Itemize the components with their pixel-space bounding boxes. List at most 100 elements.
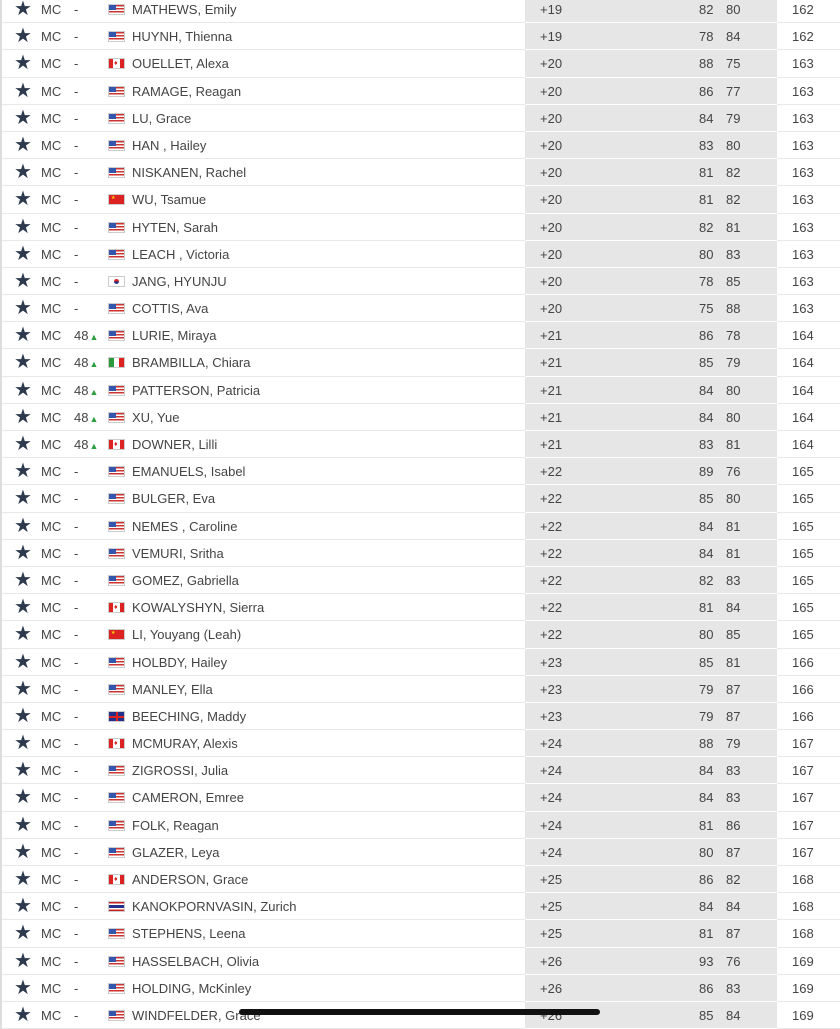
player-name[interactable]: BRAMBILLA, Chiara bbox=[132, 355, 251, 371]
player-name[interactable]: XU, Yue bbox=[132, 409, 180, 425]
table-row[interactable]: ★ MC - ★ WU, Tsamue +20 81 82 163 bbox=[2, 186, 840, 214]
star-icon[interactable]: ★ bbox=[14, 759, 32, 782]
player-name[interactable]: COTTIS, Ava bbox=[132, 301, 209, 317]
star-icon[interactable]: ★ bbox=[14, 79, 32, 102]
star-icon[interactable]: ★ bbox=[14, 786, 32, 809]
table-row[interactable]: ★ MC - NISKANEN, Rachel +20 81 82 163 bbox=[2, 159, 840, 187]
star-icon[interactable]: ★ bbox=[14, 868, 32, 890]
player-name[interactable]: MANLEY, Ella bbox=[132, 681, 213, 697]
table-row[interactable]: ★ MC - GOMEZ, Gabriella +22 82 83 165 bbox=[2, 566, 840, 595]
star-icon[interactable]: ★ bbox=[14, 895, 32, 918]
player-name[interactable]: NEMES , Caroline bbox=[132, 518, 238, 534]
player-name[interactable]: DOWNER, Lilli bbox=[132, 437, 218, 452]
star-icon[interactable]: ★ bbox=[14, 976, 32, 999]
table-row[interactable]: ★ MC - ♦ OUELLET, Alexa +20 88 75 163 bbox=[2, 50, 840, 78]
table-row[interactable]: ★ MC - JANG, HYUNJU +20 78 85 163 bbox=[2, 267, 840, 296]
player-name[interactable]: WINDFELDER, Grace bbox=[132, 1007, 261, 1023]
player-name[interactable]: BULGER, Eva bbox=[132, 491, 216, 507]
player-name[interactable]: EMANUELS, Isabel bbox=[132, 464, 246, 480]
player-name[interactable]: VEMURI, Sritha bbox=[132, 545, 224, 561]
table-row[interactable]: ★ MC - ZIGROSSI, Julia +24 84 83 167 bbox=[2, 757, 840, 785]
table-row[interactable]: ★ MC - MANLEY, Ella +23 79 87 166 bbox=[2, 675, 840, 703]
star-icon[interactable]: ★ bbox=[14, 133, 32, 156]
player-name[interactable]: LI, Youyang (Leah) bbox=[132, 627, 242, 643]
player-name[interactable]: ZIGROSSI, Julia bbox=[132, 763, 229, 779]
star-icon[interactable]: ★ bbox=[14, 242, 32, 265]
table-row[interactable]: ★ MC - ♦ MCMURAY, Alexis +24 88 79 167 bbox=[2, 730, 840, 758]
star-icon[interactable]: ★ bbox=[14, 269, 32, 292]
player-name[interactable]: OUELLET, Alexa bbox=[132, 56, 229, 72]
home-indicator[interactable] bbox=[239, 1009, 600, 1015]
star-icon[interactable]: ★ bbox=[14, 704, 32, 727]
table-row[interactable]: ★ MC - NEMES , Caroline +22 84 81 165 bbox=[2, 512, 840, 540]
table-row[interactable]: ★ MC 48▲ XU, Yue +21 84 80 164 bbox=[2, 403, 840, 431]
table-row[interactable]: ★ MC - HASSELBACH, Olivia +26 93 76 169 bbox=[2, 947, 840, 975]
star-icon[interactable]: ★ bbox=[14, 52, 32, 75]
star-icon[interactable]: ★ bbox=[14, 1003, 32, 1026]
star-icon[interactable]: ★ bbox=[14, 297, 32, 320]
table-row[interactable]: ★ MC - FOLK, Reagan +24 81 86 167 bbox=[2, 811, 840, 839]
star-icon[interactable]: ★ bbox=[14, 161, 32, 184]
table-row[interactable]: ★ MC - ♦ KOWALYSHYN, Sierra +22 81 84 165 bbox=[2, 594, 840, 622]
player-name[interactable]: ANDERSON, Grace bbox=[132, 872, 249, 887]
player-name[interactable]: HYTEN, Sarah bbox=[132, 219, 218, 235]
star-icon[interactable]: ★ bbox=[14, 813, 32, 836]
table-row[interactable]: ★ MC - LEACH , Victoria +20 80 83 163 bbox=[2, 240, 840, 268]
table-row[interactable]: ★ MC - KANOKPORNVASIN, Zurich +25 84 84 168 bbox=[2, 893, 840, 921]
player-name[interactable]: HOLDING, McKinley bbox=[132, 980, 252, 996]
table-row[interactable]: ★ MC - HAN , Hailey +20 83 80 163 bbox=[2, 131, 840, 160]
star-icon[interactable]: ★ bbox=[14, 487, 32, 510]
star-icon[interactable]: ★ bbox=[14, 568, 32, 591]
player-name[interactable]: HOLBDY, Hailey bbox=[132, 654, 228, 670]
star-icon[interactable]: ★ bbox=[14, 405, 32, 428]
player-name[interactable]: NISKANEN, Rachel bbox=[132, 165, 247, 181]
table-row[interactable]: ★ MC 48▲ PATTERSON, Patricia +21 84 80 164 bbox=[2, 376, 840, 404]
star-icon[interactable]: ★ bbox=[14, 324, 32, 347]
table-row[interactable]: ★ MC - EMANUELS, Isabel +22 89 76 165 bbox=[2, 458, 840, 486]
player-name[interactable]: KANOKPORNVASIN, Zurich bbox=[132, 899, 297, 915]
star-icon[interactable]: ★ bbox=[14, 351, 32, 374]
table-row[interactable]: ★ MC - HOLDING, McKinley +26 86 83 169 bbox=[2, 974, 840, 1002]
player-name[interactable]: RAMAGE, Reagan bbox=[132, 83, 242, 99]
player-name[interactable]: HASSELBACH, Olivia bbox=[132, 953, 260, 969]
star-icon[interactable]: ★ bbox=[14, 840, 32, 863]
star-icon[interactable]: ★ bbox=[14, 650, 32, 673]
table-row[interactable]: ★ MC - LU, Grace +20 84 79 163 bbox=[2, 104, 840, 132]
star-icon[interactable]: ★ bbox=[14, 188, 32, 211]
table-row[interactable]: ★ MC - HOLBDY, Hailey +23 85 81 166 bbox=[2, 648, 840, 676]
player-name[interactable]: KOWALYSHYN, Sierra bbox=[132, 600, 265, 616]
star-icon[interactable]: ★ bbox=[14, 0, 32, 20]
star-icon[interactable]: ★ bbox=[14, 378, 32, 401]
star-icon[interactable]: ★ bbox=[14, 460, 32, 483]
star-icon[interactable]: ★ bbox=[14, 922, 32, 945]
table-row[interactable]: ★ MC - WINDFELDER, Grace +26 85 84 169 bbox=[2, 1001, 840, 1029]
table-row[interactable]: ★ MC - BULGER, Eva +22 85 80 165 bbox=[2, 485, 840, 513]
player-name[interactable]: LURIE, Miraya bbox=[132, 328, 217, 344]
table-row[interactable]: ★ MC - BEECHING, Maddy +23 79 87 166 bbox=[2, 702, 840, 731]
table-row[interactable]: ★ MC - RAMAGE, Reagan +20 86 77 163 bbox=[2, 77, 840, 105]
player-name[interactable]: GOMEZ, Gabriella bbox=[132, 572, 239, 588]
table-row[interactable]: ★ MC 48▲ LURIE, Miraya +21 86 78 164 bbox=[2, 322, 840, 350]
table-row[interactable]: ★ MC 48▲ ♦ DOWNER, Lilli +21 83 81 164 bbox=[2, 431, 840, 459]
star-icon[interactable]: ★ bbox=[14, 732, 32, 755]
table-row[interactable]: ★ MC - GLAZER, Leya +24 80 87 167 bbox=[2, 838, 840, 866]
player-name[interactable]: LEACH , Victoria bbox=[132, 246, 230, 262]
star-icon[interactable]: ★ bbox=[14, 514, 32, 537]
star-icon[interactable]: ★ bbox=[14, 677, 32, 700]
star-icon[interactable]: ★ bbox=[14, 623, 32, 646]
star-icon[interactable]: ★ bbox=[14, 541, 32, 564]
player-name[interactable]: GLAZER, Leya bbox=[132, 844, 220, 860]
player-name[interactable]: HAN , Hailey bbox=[132, 137, 207, 153]
star-icon[interactable]: ★ bbox=[14, 433, 32, 455]
table-row[interactable]: ★ MC - MATHEWS, Emily +19 82 80 162 bbox=[2, 0, 840, 24]
table-row[interactable]: ★ MC - ♦ ANDERSON, Grace +25 86 82 168 bbox=[2, 866, 840, 894]
player-name[interactable]: HUYNH, Thienna bbox=[132, 29, 233, 45]
player-name[interactable]: MCMURAY, Alexis bbox=[132, 736, 238, 752]
player-name[interactable]: JANG, HYUNJU bbox=[132, 273, 227, 289]
table-row[interactable]: ★ MC - HYTEN, Sarah +20 82 81 163 bbox=[2, 213, 840, 241]
player-name[interactable]: FOLK, Reagan bbox=[132, 817, 219, 833]
table-row[interactable]: ★ MC - VEMURI, Sritha +22 84 81 165 bbox=[2, 539, 840, 567]
player-name[interactable]: LU, Grace bbox=[132, 110, 192, 126]
table-row[interactable]: ★ MC 48▲ BRAMBILLA, Chiara +21 85 79 164 bbox=[2, 349, 840, 377]
star-icon[interactable]: ★ bbox=[14, 949, 32, 972]
